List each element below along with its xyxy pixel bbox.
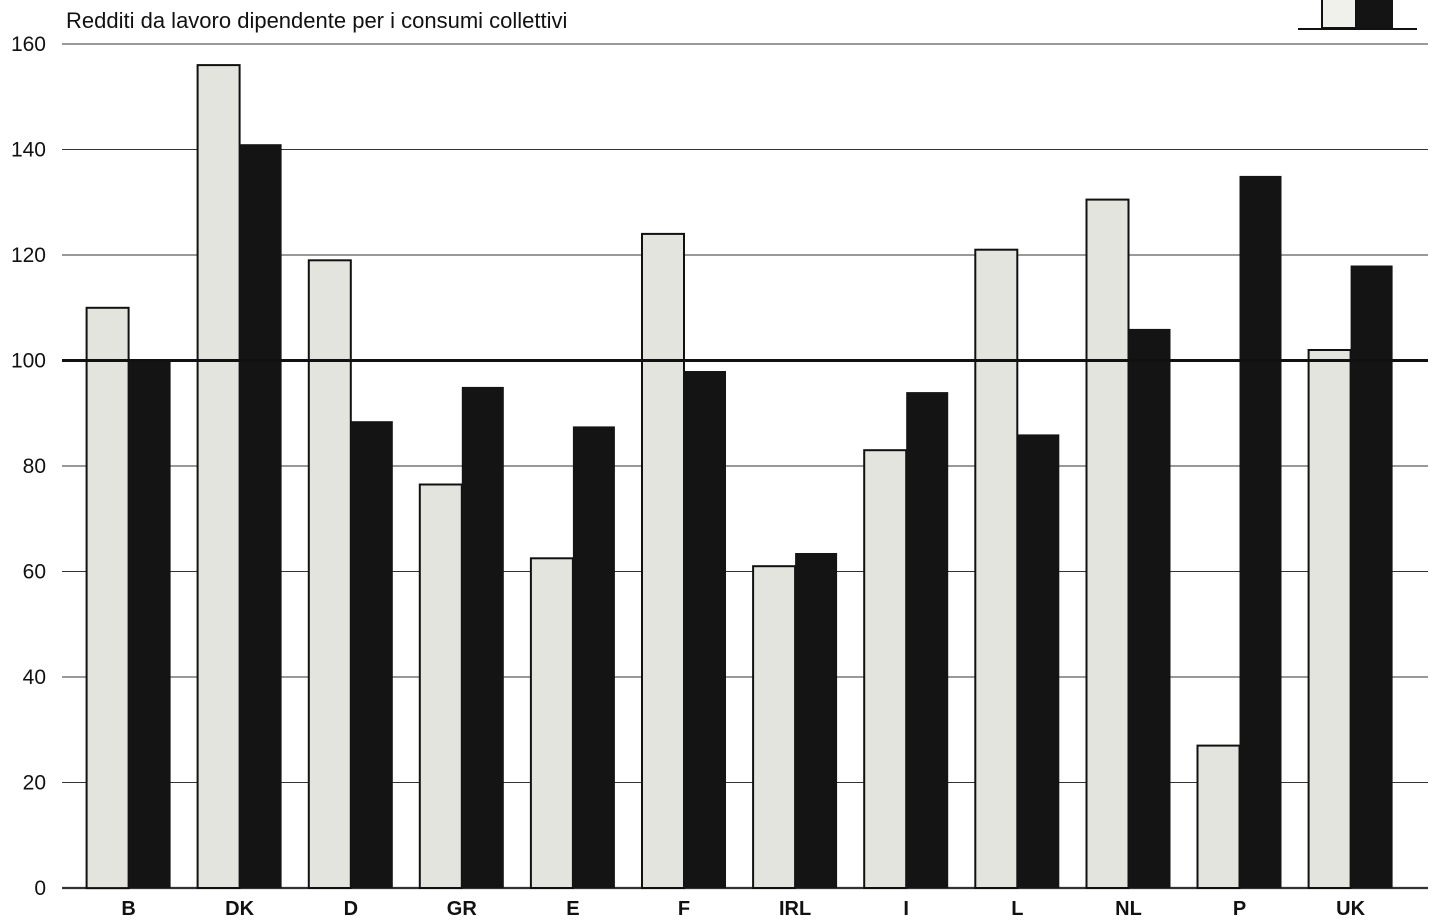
chart-title: Redditi da lavoro dipendente per i consu… [66,8,567,33]
y-tick-label: 0 [34,877,46,900]
y-tick-label: 120 [11,244,46,267]
x-tick-label: I [903,898,909,920]
bar-e-series-1 [529,557,574,889]
y-axis-ticks: 0 20 40 60 80 100 120 140 160 [11,33,46,900]
y-tick-label: 60 [23,561,46,584]
bar-irl-series-2 [795,553,838,888]
x-tick-label: UK [1336,898,1365,920]
x-tick-label: B [121,898,135,920]
legend-swatch-series-2 [1356,0,1393,28]
bar-l-series-2 [1017,434,1060,888]
bar-l-series-1 [974,248,1019,889]
x-axis-ticks: B DK D GR E F IRL I L NL P UK [121,898,1365,920]
bar-b-series-2 [128,360,171,888]
x-tick-label: F [678,898,690,920]
bar-f-series-1 [641,232,685,889]
bar-f-series-2 [684,371,726,888]
bar-b-series-1 [85,306,130,890]
x-tick-label: L [1011,898,1023,920]
bar-nl-series-2 [1128,328,1171,888]
x-tick-label: GR [447,898,478,920]
legend [1298,0,1417,30]
bar-e-series-2 [572,426,615,888]
y-tick-label: 20 [23,772,46,795]
bar-d-series-1 [307,259,352,889]
bars [85,64,1393,890]
x-tick-label: D [344,898,358,920]
x-tick-label: IRL [779,898,811,920]
bar-gr-series-1 [418,483,463,889]
bar-d-series-2 [350,421,393,888]
bar-i-series-1 [863,449,908,889]
bar-irl-series-1 [752,565,797,889]
x-tick-label: DK [225,898,254,920]
bar-gr-series-2 [461,386,504,888]
bar-i-series-2 [906,392,949,888]
bar-uk-series-1 [1307,349,1352,889]
bar-dk-series-1 [196,64,241,890]
y-tick-label: 40 [23,666,46,689]
bar-p-series-1 [1196,744,1241,889]
y-tick-label: 80 [23,455,46,478]
x-tick-label: P [1233,898,1246,920]
y-tick-label: 100 [11,350,46,373]
bar-p-series-2 [1239,175,1282,888]
bar-nl-series-1 [1085,198,1130,890]
legend-swatch-series-1 [1321,0,1357,29]
bar-uk-series-2 [1350,265,1393,888]
x-tick-label: NL [1115,898,1142,920]
x-tick-label: E [566,898,579,920]
y-tick-label: 140 [11,139,46,162]
bar-dk-series-2 [239,144,282,888]
y-tick-label: 160 [11,33,46,56]
